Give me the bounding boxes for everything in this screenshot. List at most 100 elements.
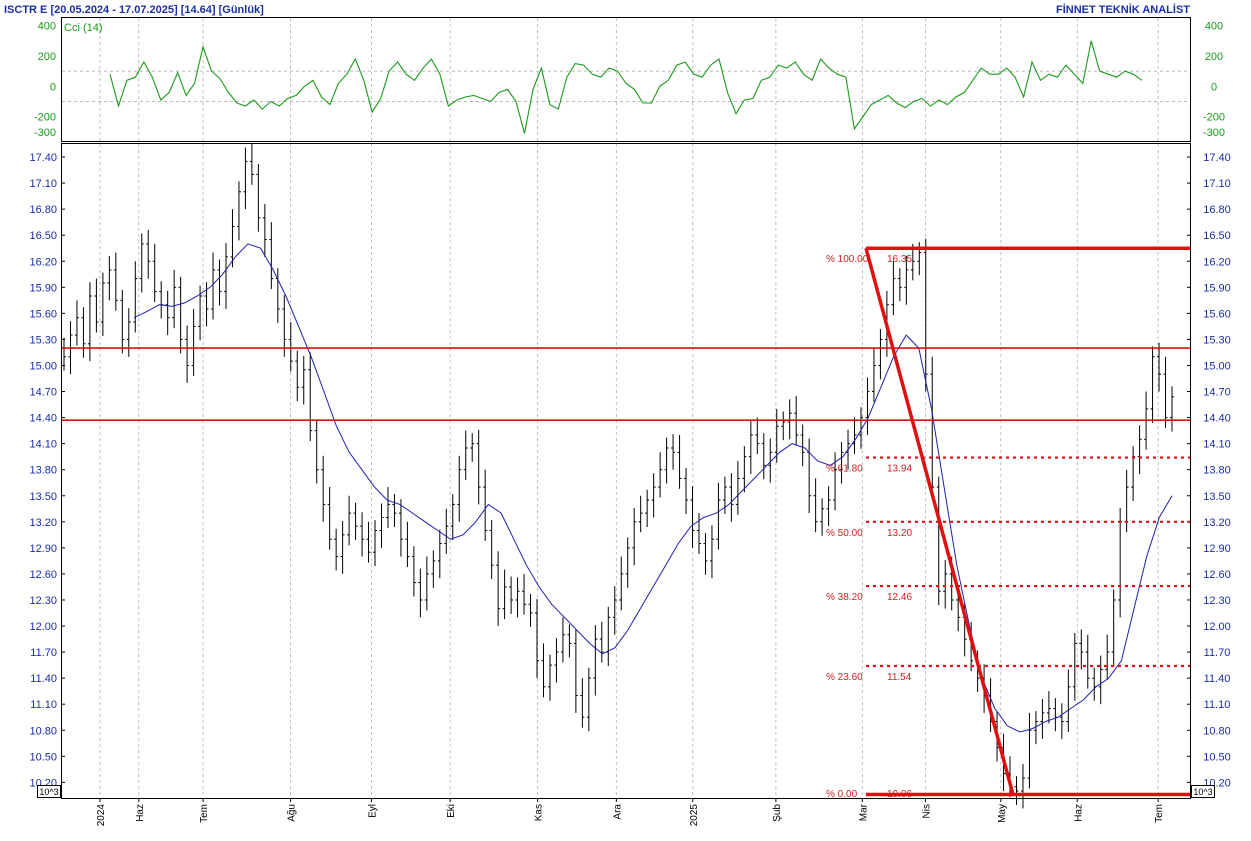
x-tick-label: Ara: [612, 804, 623, 820]
price-tick-label-right: 17.40: [1203, 152, 1231, 164]
price-tick-label-right: 13.80: [1203, 465, 1231, 477]
cci-tick-label: -300: [34, 127, 56, 139]
fib-value-label: 11.54: [887, 672, 912, 683]
price-tick-label: 15.30: [29, 334, 57, 346]
price-tick-label: 12.30: [29, 595, 57, 607]
price-tick-label-right: 12.30: [1203, 595, 1231, 607]
x-tick-label: Tem: [1154, 804, 1165, 823]
fib-pct-label: % 100.00: [826, 254, 869, 265]
price-tick-label: 12.90: [29, 543, 57, 555]
price-tick-label-right: 15.00: [1203, 360, 1231, 372]
price-tick-label: 14.10: [29, 439, 57, 451]
price-tick-label-right: 14.40: [1203, 413, 1231, 425]
fib-value-label: 16.35: [887, 254, 912, 265]
price-tick-label: 11.70: [30, 647, 57, 659]
price-tick-label-right: 12.90: [1203, 543, 1231, 555]
x-tick-label: Eyl: [367, 804, 378, 818]
price-tick-label-right: 16.80: [1203, 204, 1231, 216]
cci-tick-label: 400: [38, 21, 56, 33]
price-tick-label: 13.80: [29, 465, 57, 477]
cci-label: Cci (14): [64, 22, 103, 34]
cci-tick-label-right: 400: [1205, 21, 1223, 33]
price-tick-label-right: 10.50: [1203, 751, 1231, 763]
support-resistance-levels: [62, 347, 1190, 421]
x-tick-label: Nis: [921, 804, 932, 818]
x-tick-label: May: [997, 804, 1008, 823]
x-tick-label: 2025: [689, 804, 700, 827]
fib-pct-label: % 61.80: [826, 464, 863, 475]
price-tick-label-right: 15.60: [1203, 308, 1231, 320]
price-tick-label: 14.40: [29, 413, 57, 425]
price-tick-label-right: 10.80: [1203, 725, 1231, 737]
brand-label: FİNNET TEKNİK ANALİST: [1056, 3, 1190, 16]
grid-lines: [99, 18, 1159, 798]
price-tick-label: 17.10: [29, 178, 57, 190]
x-tick-label: Ağu: [287, 804, 298, 822]
cci-tick-label: 200: [38, 51, 56, 63]
price-tick-label: 13.50: [29, 491, 57, 503]
price-tick-label: 11.10: [30, 699, 57, 711]
price-tick-label: 10.50: [29, 751, 57, 763]
price-tick-label-right: 16.50: [1203, 230, 1231, 242]
cci-series-line: [109, 40, 1143, 134]
x-tick-label: Kas: [534, 804, 545, 821]
price-tick-label-right: 11.40: [1204, 673, 1231, 685]
fib-value-label: 12.46: [887, 592, 912, 603]
price-tick-label: 11.40: [30, 673, 57, 685]
scale-badge-right-text: 10^3: [1193, 787, 1212, 797]
price-tick-label-right: 17.10: [1203, 178, 1231, 190]
scale-badge-left: [37, 785, 61, 798]
price-axis: 17.40 17.40 17.10 17.10 16.80 16.80 16.50 16.50…: [29, 152, 1230, 789]
price-tick-label: 15.00: [29, 360, 57, 372]
price-tick-label: 13.20: [29, 517, 57, 529]
fib-trend-line: [864, 247, 1015, 795]
scale-badge-right: [1191, 785, 1215, 798]
fib-value-label: 10.06: [887, 789, 912, 800]
moving-average-line: [133, 243, 1173, 733]
price-tick-label-right: 11.10: [1204, 699, 1231, 711]
price-panel-frame: [61, 143, 1191, 799]
scale-badge-left-text: 10^3: [39, 787, 58, 797]
price-tick-label: 12.60: [29, 569, 57, 581]
date-axis: 2024 Haz Tem Ağu Eyl Eki Kas Ara 2025 Şub Mar Nis Ma…: [96, 798, 1165, 826]
cci-tick-label-right: -200: [1203, 112, 1225, 124]
price-tick-label-right: 14.10: [1203, 439, 1231, 451]
fib-pct-label: % 23.60: [826, 672, 863, 683]
price-tick-label-right: 14.70: [1203, 387, 1231, 399]
price-tick-label: 10.80: [29, 725, 57, 737]
price-tick-label: 16.80: [29, 204, 57, 216]
cci-tick-label: -200: [34, 112, 56, 124]
fib-value-label: 13.20: [887, 528, 912, 539]
x-tick-label: Haz: [135, 804, 146, 822]
price-tick-label: 17.40: [29, 152, 57, 164]
price-tick-label: 14.70: [29, 387, 57, 399]
price-tick-label: 16.50: [29, 230, 57, 242]
cci-tick-label: 0: [50, 81, 56, 93]
price-tick-label-right: 13.50: [1203, 491, 1231, 503]
cci-axis: 400 400 200 200 0 0 -200 -200 -300 -300: [34, 21, 1225, 139]
price-tick-label: 15.60: [29, 308, 57, 320]
cci-panel-frame: [61, 17, 1191, 142]
fib-value-label: 13.94: [887, 464, 912, 475]
x-tick-label: Eki: [446, 804, 457, 818]
price-tick-label-right: 11.70: [1204, 647, 1231, 659]
cci-tick-label-right: 0: [1211, 81, 1217, 93]
price-tick-label: 15.90: [29, 282, 57, 294]
x-tick-label: 2024: [96, 804, 107, 827]
price-tick-label-right: 15.90: [1203, 282, 1231, 294]
price-tick-label: 16.20: [29, 256, 57, 268]
price-tick-label-right: 16.20: [1203, 256, 1231, 268]
price-tick-label-right: 15.30: [1203, 334, 1231, 346]
x-tick-label: Tem: [199, 804, 210, 823]
fib-pct-label: % 0.00: [826, 789, 858, 800]
cci-tick-label-right: -300: [1203, 127, 1225, 139]
price-tick-label-right: 13.20: [1203, 517, 1231, 529]
price-tick-label: 12.00: [29, 621, 57, 633]
price-tick-label-right: 12.00: [1203, 621, 1231, 633]
fibonacci-retracement: % 100.00 16.35 % 61.80 13.94 % 50.00 13.20 % 3…: [826, 246, 1190, 800]
x-tick-label: Mar: [858, 803, 869, 821]
fib-pct-label: % 50.00: [826, 528, 863, 539]
fib-pct-label: % 38.20: [826, 592, 863, 603]
cci-tick-label-right: 200: [1205, 51, 1223, 63]
chart-title: ISCTR E [20.05.2024 - 17.07.2025] [14.64…: [4, 4, 264, 16]
